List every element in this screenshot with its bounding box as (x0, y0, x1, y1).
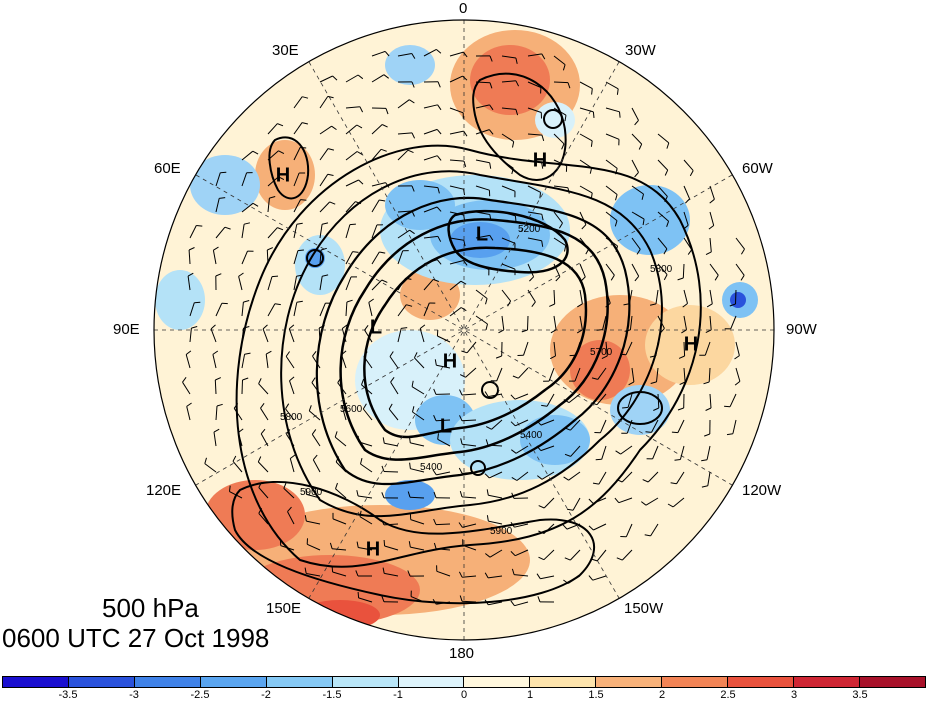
lon-label-120w: 120W (742, 482, 781, 499)
legend-swatch (69, 677, 135, 687)
wind-barb-flag (350, 224, 356, 225)
wind-barb-flag (332, 566, 333, 572)
lon-label-0: 0 (459, 0, 467, 17)
wind-barb-flag (358, 592, 359, 598)
legend-tick-label: -2 (261, 689, 271, 701)
wind-barb (242, 380, 243, 394)
legend-tick-label: -3.5 (59, 689, 78, 701)
wind-barb (436, 524, 450, 525)
legend-tick-label: 1 (527, 689, 533, 701)
legend-tick-label: -1.5 (323, 689, 342, 701)
wind-barb-flag (646, 432, 652, 433)
legend-swatch (794, 677, 860, 687)
wind-barb-flag (298, 250, 304, 251)
cold-anomaly-iceland (535, 102, 575, 138)
legend-swatch (333, 677, 399, 687)
legend-tick-label: 3.5 (852, 689, 867, 701)
high-center-atlantic: H (533, 150, 547, 173)
lon-label-150w: 150W (624, 600, 663, 617)
contour-label-5200: 5200 (518, 224, 541, 235)
wind-barb-flag (540, 192, 541, 198)
contour-label-5600: 5600 (340, 404, 363, 415)
contour-label-5700: 5700 (590, 347, 613, 358)
color-legend-bar (2, 676, 926, 688)
high-center-arctic: H (443, 351, 457, 374)
contour-label-5900: 5900 (490, 526, 513, 537)
wind-barb-flag (592, 89, 593, 95)
wind-barb-flag (384, 540, 385, 546)
wind-barb (528, 316, 529, 330)
contour-label-5400: 5400 (520, 430, 543, 441)
lon-label-90e: 90E (113, 321, 140, 338)
wind-barb (554, 290, 555, 304)
cold-anomaly-barents (385, 180, 455, 230)
valid-time-caption: 0600 UTC 27 Oct 1998 (2, 623, 269, 654)
high-center-europe: H (276, 165, 290, 188)
legend-tick-label: -2.5 (191, 689, 210, 701)
legend-swatch (464, 677, 530, 687)
legend-swatch (860, 677, 925, 687)
wind-barb-flag (620, 112, 621, 118)
wind-barb-flag (515, 216, 516, 222)
legend-swatch (201, 677, 267, 687)
legend-tick-label: -1 (393, 689, 403, 701)
wind-barb-flag (272, 276, 278, 277)
lon-label-30w: 30W (625, 42, 656, 59)
low-center-east-siberia: L (440, 416, 452, 439)
legend-tick-label: 2.5 (720, 689, 735, 701)
wind-barb (215, 380, 216, 394)
wind-barb (683, 264, 684, 278)
wind-barb-flag (196, 226, 202, 227)
legend-swatch (662, 677, 728, 687)
low-center-siberia: L (370, 317, 382, 340)
legend-swatch (3, 677, 69, 687)
lon-label-180: 180 (449, 645, 474, 662)
wind-barb-flag (593, 112, 594, 118)
high-center-america: H (684, 334, 698, 357)
wind-barb-flag (230, 486, 231, 492)
contour-label-5800b: 5800 (650, 264, 673, 275)
wind-barb (384, 472, 398, 473)
contour-label-5800: 5800 (280, 412, 303, 423)
lon-label-60w: 60W (742, 160, 773, 177)
legend-swatch (596, 677, 662, 687)
legend-swatch (267, 677, 333, 687)
high-center-pacific: H (366, 539, 380, 562)
legend-tick-label: 1.5 (588, 689, 603, 701)
cold-anomaly-atlantic (385, 45, 435, 85)
low-center-arctic: L (476, 224, 488, 247)
legend-tick-label: -3 (129, 689, 139, 701)
contour-label-5400b: 5400 (420, 462, 443, 473)
wind-barb (267, 250, 268, 264)
lon-label-150e: 150E (266, 600, 301, 617)
wind-barb-flag (622, 407, 628, 408)
lon-label-60e: 60E (154, 160, 181, 177)
wind-barb-flag (597, 330, 603, 331)
wind-barb-flag (301, 200, 307, 201)
contour-label-5900b: 5900 (300, 487, 323, 498)
cold-anomaly-greenland (610, 185, 690, 255)
wind-barb (554, 82, 568, 83)
legend-tick-label: 0 (461, 689, 467, 701)
wind-barb-flag (300, 147, 306, 148)
legend-tick-label: 2 (659, 689, 665, 701)
warm-anomaly-west-pacific (205, 480, 305, 550)
wind-barb (476, 82, 490, 83)
lon-label-120e: 120E (146, 482, 181, 499)
lon-label-90w: 90W (786, 321, 817, 338)
pressure-level-caption: 500 hPa (102, 593, 199, 624)
legend-tick-label: 3 (791, 689, 797, 701)
lon-label-30e: 30E (272, 42, 299, 59)
legend-swatch (399, 677, 465, 687)
legend-swatch (728, 677, 794, 687)
warm-anomaly-pacific-max (300, 600, 380, 630)
wind-barb (736, 290, 737, 304)
legend-swatch (530, 677, 596, 687)
wind-barb-flag (672, 432, 678, 433)
cold-anomaly-west-edge (155, 270, 205, 330)
legend-swatch (135, 677, 201, 687)
wind-barb-flag (675, 460, 681, 461)
